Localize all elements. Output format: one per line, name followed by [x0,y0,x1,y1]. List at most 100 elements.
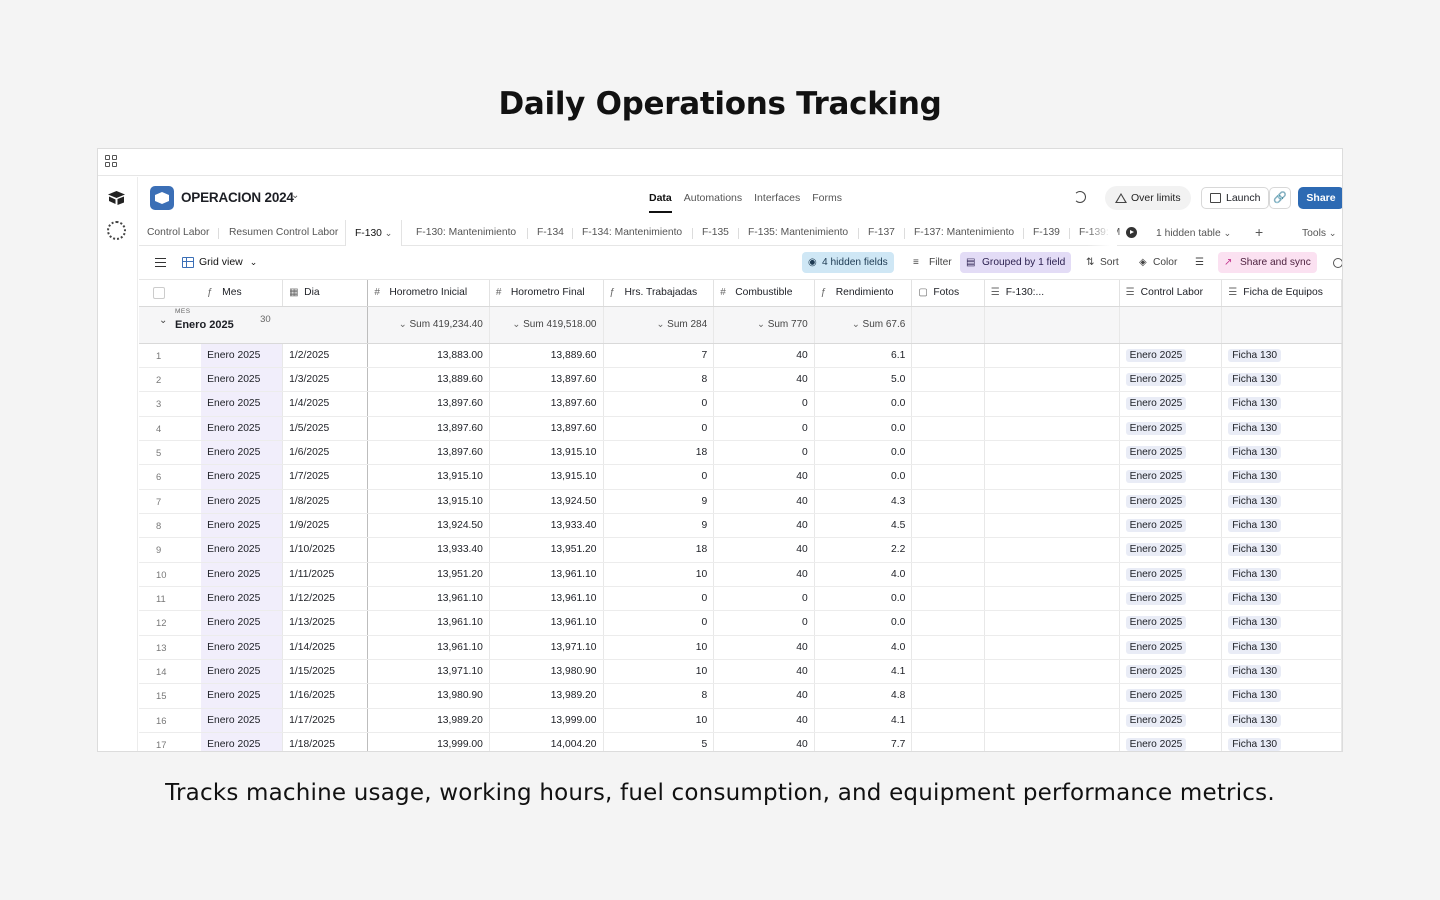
cell-dia[interactable]: 1/15/2025 [282,659,369,685]
cell-dia[interactable]: 1/7/2025 [282,464,369,490]
linked-record-pill[interactable]: Enero 2025 [1125,567,1187,581]
cell-hrs-trabajadas[interactable]: 18 [603,440,715,466]
linked-record-pill[interactable]: Enero 2025 [1125,494,1187,508]
cell-dia[interactable]: 1/16/2025 [282,683,369,709]
linked-record-pill[interactable]: Enero 2025 [1125,713,1187,727]
column-header-hrs-trabajadas[interactable]: ƒ Hrs. Trabajadas [603,280,715,307]
copy-link-icon[interactable]: 🔗 [1269,187,1291,209]
cell-f130-link[interactable] [984,659,1120,685]
table-row[interactable]: 10 Enero 2025 1/11/2025 13,951.20 13,961.10 1… [139,562,1342,587]
cell-combustible[interactable]: 0 [713,610,815,636]
cell-dia[interactable]: 1/11/2025 [282,562,369,587]
cell-horometro-final[interactable]: 13,980.90 [489,659,604,685]
cell-horometro-final[interactable]: 13,897.60 [489,367,604,393]
table-row[interactable]: 6 Enero 2025 1/7/2025 13,915.10 13,915.10 0 40… [139,464,1342,490]
table-row[interactable]: 14 Enero 2025 1/15/2025 13,971.10 13,980.90 1… [139,659,1342,685]
hidden-table-dropdown[interactable]: 1 hidden table ⌄ [1156,220,1231,246]
linked-record-pill[interactable]: Ficha 130 [1228,640,1282,654]
column-header-control-labor[interactable]: ☰ Control Labor [1119,280,1223,307]
column-header-combustible[interactable]: # Combustible [713,280,815,307]
cell-f130-link[interactable] [984,683,1120,709]
column-header-dia[interactable]: ▦ Dia [282,280,369,307]
cell-hrs-trabajadas[interactable]: 8 [603,683,715,709]
cell-ficha-de-equipos[interactable]: Ficha 130 [1221,562,1342,587]
cell-f130-link[interactable] [984,610,1120,636]
cell-mes[interactable]: Enero 2025 [201,416,284,441]
linked-record-pill[interactable]: Enero 2025 [1125,421,1187,435]
linked-record-pill[interactable]: Enero 2025 [1125,689,1187,703]
table-row[interactable]: 5 Enero 2025 1/6/2025 13,897.60 13,915.10 18 0… [139,440,1342,466]
history-icon[interactable] [1074,191,1086,203]
cell-horometro-inicial[interactable]: 13,915.10 [367,489,490,514]
cell-horometro-inicial[interactable]: 13,971.10 [367,659,490,685]
column-header-rendimiento[interactable]: ƒ Rendimiento [814,280,913,307]
table-row[interactable]: 2 Enero 2025 1/3/2025 13,889.60 13,897.60 8 40… [139,367,1342,393]
cell-horometro-final[interactable]: 13,961.10 [489,562,604,587]
linked-record-pill[interactable]: Ficha 130 [1228,713,1282,727]
cell-rendimiento[interactable]: 0.0 [814,610,913,636]
tab-f-134-mantenimiento[interactable]: F-134: Mantenimiento [582,227,683,238]
cell-combustible[interactable]: 40 [713,683,815,709]
cell-dia[interactable]: 1/17/2025 [282,708,369,734]
row-number[interactable]: 9 [139,537,202,563]
row-number[interactable]: 14 [139,659,202,685]
cell-f130-link[interactable] [984,708,1120,734]
linked-record-pill[interactable]: Ficha 130 [1228,665,1282,679]
cell-fotos[interactable] [911,635,985,660]
cell-hrs-trabajadas[interactable]: 10 [603,635,715,660]
cell-f130-link[interactable] [984,343,1120,368]
cell-control-labor[interactable]: Enero 2025 [1119,659,1223,685]
cell-hrs-trabajadas[interactable]: 9 [603,513,715,539]
cell-ficha-de-equipos[interactable]: Ficha 130 [1221,464,1342,490]
row-height-icon[interactable]: ☰ [1195,257,1205,268]
tab-f-135-mantenimiento[interactable]: F-135: Mantenimiento [748,227,849,238]
linked-record-pill[interactable]: Ficha 130 [1228,421,1282,435]
sum-combustible[interactable]: ⌄ Sum 770 [713,306,815,344]
cell-mes[interactable]: Enero 2025 [201,586,284,612]
chevron-down-icon[interactable]: ⌄ [159,314,168,326]
cell-mes[interactable]: Enero 2025 [201,391,284,417]
linked-record-pill[interactable]: Ficha 130 [1228,567,1282,581]
filter-button[interactable]: ≡ Filter [907,252,958,273]
cell-fotos[interactable] [911,464,985,490]
cell-horometro-final[interactable]: 13,971.10 [489,635,604,660]
select-all-checkbox[interactable] [139,280,202,307]
linked-record-pill[interactable]: Ficha 130 [1228,446,1282,460]
cell-dia[interactable]: 1/14/2025 [282,635,369,660]
column-header-horometro-inicial[interactable]: # Horometro Inicial [367,280,490,307]
cell-f130-link[interactable] [984,562,1120,587]
cell-horometro-inicial[interactable]: 13,897.60 [367,416,490,441]
row-number[interactable]: 1 [139,343,202,368]
cell-hrs-trabajadas[interactable]: 8 [603,367,715,393]
cell-dia[interactable]: 1/5/2025 [282,416,369,441]
cell-horometro-inicial[interactable]: 13,933.40 [367,537,490,563]
cell-control-labor[interactable]: Enero 2025 [1119,635,1223,660]
cell-dia[interactable]: 1/10/2025 [282,537,369,563]
cell-rendimiento[interactable]: 0.0 [814,391,913,417]
group-button[interactable]: ▤ Grouped by 1 field [960,252,1072,273]
cell-ficha-de-equipos[interactable]: Ficha 130 [1221,683,1342,709]
over-limits-button[interactable]: Over limits [1105,186,1191,210]
share-sync-button[interactable]: ↗ Share and sync [1218,252,1317,273]
linked-record-pill[interactable]: Enero 2025 [1125,397,1187,411]
cell-f130-link[interactable] [984,391,1120,417]
cell-fotos[interactable] [911,683,985,709]
cell-hrs-trabajadas[interactable]: 7 [603,343,715,368]
table-row[interactable]: 3 Enero 2025 1/4/2025 13,897.60 13,897.60 0 0 0… [139,391,1342,417]
cell-hrs-trabajadas[interactable]: 0 [603,416,715,441]
cell-rendimiento[interactable]: 0.0 [814,440,913,466]
column-header-mes[interactable]: ƒ Mes [201,280,284,307]
linked-record-pill[interactable]: Enero 2025 [1125,519,1187,533]
cell-hrs-trabajadas[interactable]: 0 [603,464,715,490]
cell-control-labor[interactable]: Enero 2025 [1119,513,1223,539]
cell-rendimiento[interactable]: 4.3 [814,489,913,514]
linked-record-pill[interactable]: Enero 2025 [1125,640,1187,654]
scroll-tabs-icon[interactable] [1126,227,1137,238]
cell-ficha-de-equipos[interactable]: Ficha 130 [1221,343,1342,368]
row-number[interactable]: 15 [139,683,202,709]
table-row[interactable]: 17 Enero 2025 1/18/2025 13,999.00 14,004.20 5… [139,732,1342,751]
cell-hrs-trabajadas[interactable]: 0 [603,586,715,612]
cell-ficha-de-equipos[interactable]: Ficha 130 [1221,659,1342,685]
sum-hrs-trabajadas[interactable]: ⌄ Sum 284 [603,306,715,344]
linked-record-pill[interactable]: Enero 2025 [1125,616,1187,630]
